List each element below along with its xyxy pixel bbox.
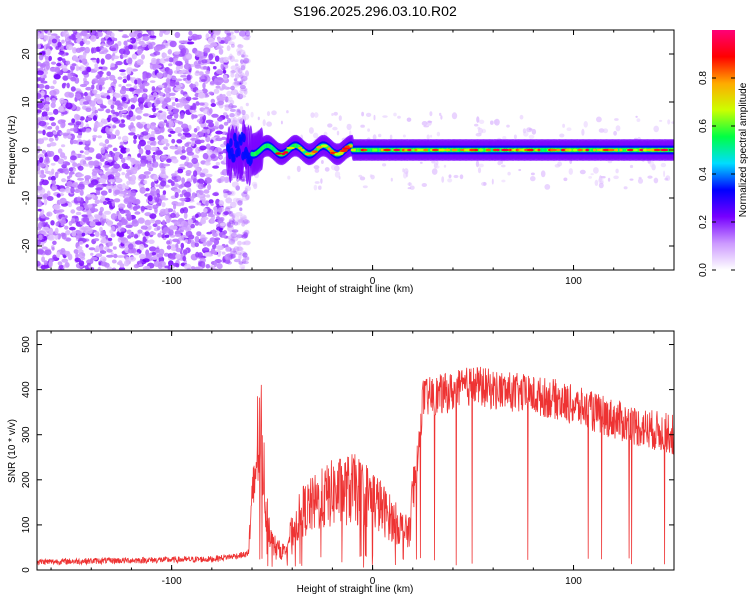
colorbar-tick-label: 0.6 — [698, 119, 709, 133]
spectrogram-heatmap — [37, 30, 674, 270]
colorbar-label: Normalized spectral amplitude — [738, 82, 749, 217]
y-tick-label: -10 — [21, 190, 32, 205]
spectrogram-ylabel: Frequency (Hz) — [7, 116, 18, 185]
chart-title: S196.2025.296.03.10.R02 — [293, 3, 457, 19]
snr-axis-ticks: -100 0 100 0 100 200 300 400 500 — [21, 331, 674, 587]
colorbar-tick-label: 0.2 — [698, 215, 709, 229]
colorbar-ticks: 0.0 0.2 0.4 0.6 0.8 — [698, 71, 735, 277]
x-tick-label: 100 — [565, 576, 582, 587]
spectrogram-xlabel: Height of straight line (km) — [297, 284, 414, 295]
y-tick-label: 100 — [21, 516, 32, 533]
y-tick-label: 300 — [21, 426, 32, 443]
x-tick-label: -100 — [162, 576, 182, 587]
colorbar-tick-label: 0.8 — [698, 71, 709, 85]
y-tick-label: 10 — [21, 96, 32, 108]
x-tick-label: 100 — [565, 276, 582, 287]
y-tick-label: 400 — [21, 381, 32, 398]
y-tick-label: 20 — [21, 48, 32, 60]
y-tick-label: -20 — [21, 238, 32, 253]
x-tick-label: -100 — [162, 276, 182, 287]
y-tick-label: 500 — [21, 336, 32, 353]
snr-xlabel: Height of straight line (km) — [297, 584, 414, 595]
snr-panel: -100 0 100 0 100 200 300 400 500 Height of strai… — [7, 330, 675, 595]
snr-series-line — [37, 366, 674, 568]
colorbar-gradient — [712, 30, 735, 270]
colorbar-tick-label: 0.4 — [698, 167, 709, 181]
colorbar: 0.0 0.2 0.4 0.6 0.8 Normalized spectral ampl… — [698, 30, 749, 277]
x-tick-label: 0 — [370, 276, 376, 287]
y-tick-label: 0 — [21, 147, 32, 153]
snr-ylabel: SNR (10 * v/v) — [7, 419, 18, 483]
x-tick-label: 0 — [370, 576, 376, 587]
y-tick-label: 200 — [21, 471, 32, 488]
y-tick-label: 0 — [21, 567, 32, 573]
colorbar-tick-label: 0.0 — [698, 263, 709, 277]
